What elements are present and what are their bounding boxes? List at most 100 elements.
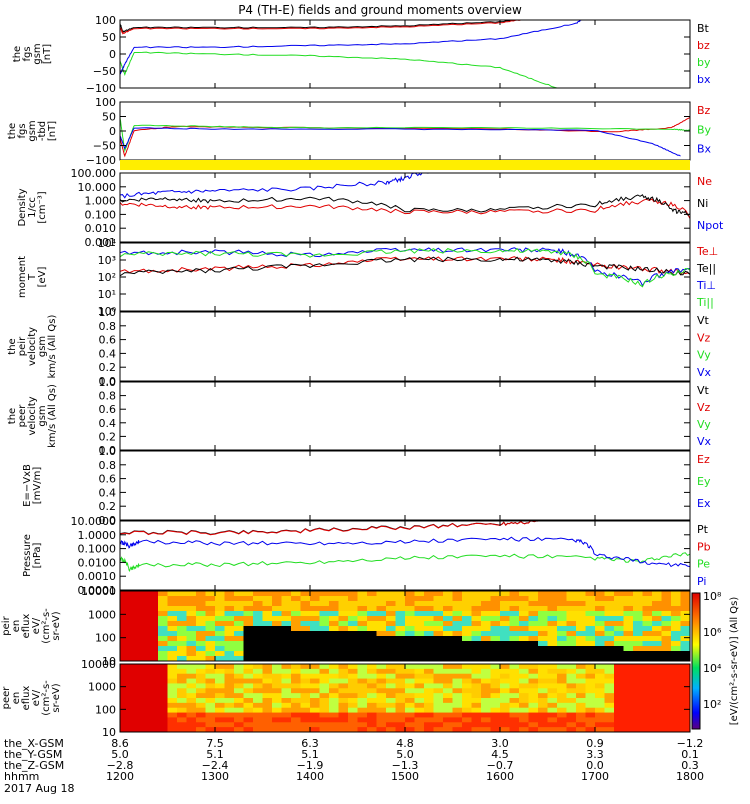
spectrogram-cell bbox=[604, 678, 615, 684]
spectrogram-cell bbox=[291, 707, 301, 714]
spectrogram-cell bbox=[614, 616, 624, 622]
spectrogram-cell bbox=[405, 668, 415, 675]
spectrogram-cell bbox=[310, 664, 320, 670]
spectrogram-cell bbox=[386, 722, 396, 728]
spectrogram-cell bbox=[215, 668, 225, 675]
y-axis-label-line: eflux bbox=[21, 614, 32, 639]
spectrogram-cell bbox=[281, 673, 292, 680]
y-axis-label-line: [eV] bbox=[37, 267, 48, 288]
ephemeris-value: 1400 bbox=[296, 770, 324, 783]
spectrogram-cell bbox=[272, 693, 282, 699]
spectrogram-cell bbox=[509, 646, 520, 652]
spectrogram-cell bbox=[414, 626, 425, 632]
legend-entry-Te||: Te|| bbox=[696, 262, 716, 275]
series-line-Ni bbox=[119, 194, 691, 217]
spectrogram-cell bbox=[139, 656, 149, 662]
spectrogram-cell bbox=[243, 678, 254, 684]
spectrogram-cell bbox=[262, 611, 273, 617]
spectrogram-cell bbox=[642, 651, 653, 657]
spectrogram-cell bbox=[509, 698, 520, 704]
ephemeris-value: 0.9 bbox=[586, 737, 604, 750]
spectrogram-cell bbox=[300, 727, 311, 733]
spectrogram-cell bbox=[452, 688, 463, 694]
spectrogram-cell bbox=[148, 698, 159, 704]
y-tick-label: 1000 bbox=[88, 681, 116, 694]
spectrogram-cell bbox=[424, 611, 434, 617]
spectrogram-cell bbox=[291, 693, 301, 699]
spectrogram-cell bbox=[661, 646, 672, 652]
spectrogram-cell bbox=[129, 656, 140, 662]
spectrogram-cell bbox=[481, 591, 491, 597]
spectrogram-cell bbox=[310, 717, 320, 723]
colorbar-tick-label: 10⁴ bbox=[703, 662, 722, 675]
spectrogram-cell bbox=[338, 673, 349, 680]
spectrogram-cell bbox=[433, 664, 444, 670]
spectrogram-cell bbox=[642, 596, 653, 602]
spectrogram-cell bbox=[205, 611, 216, 617]
spectrogram-cell bbox=[186, 601, 197, 607]
spectrogram-cell bbox=[129, 717, 140, 723]
spectrogram-cell bbox=[557, 664, 567, 670]
spectrogram-cell bbox=[405, 656, 415, 662]
spectrogram-cell bbox=[528, 591, 539, 597]
spectrogram-cell bbox=[262, 712, 273, 718]
spectrogram-cell bbox=[376, 707, 387, 714]
spectrogram-cell bbox=[300, 651, 311, 657]
spectrogram-cell bbox=[680, 678, 691, 684]
spectrogram-cell bbox=[547, 616, 558, 622]
spectrogram-cell bbox=[139, 596, 149, 602]
spectrogram-cell bbox=[576, 693, 586, 699]
spectrogram-cell bbox=[234, 678, 244, 684]
y-axis-label-line: the bbox=[7, 338, 18, 354]
spectrogram-cell bbox=[205, 591, 216, 597]
spectrogram-cell bbox=[481, 678, 491, 684]
spectrogram-cell bbox=[367, 678, 377, 684]
spectrogram-cell bbox=[348, 596, 358, 602]
spectrogram-cell bbox=[500, 698, 510, 704]
spectrogram-cell bbox=[642, 641, 653, 647]
spectrogram-cell bbox=[253, 611, 263, 617]
spectrogram-cell bbox=[234, 596, 244, 602]
spectrogram-cell bbox=[386, 656, 396, 662]
y-axis-label: moment T [eV] bbox=[17, 256, 48, 298]
spectrogram-cell bbox=[500, 712, 510, 718]
spectrogram-cell bbox=[167, 601, 178, 607]
spectrogram-cell bbox=[652, 673, 662, 680]
spectrogram-cell bbox=[405, 722, 415, 728]
spectrogram-cell bbox=[338, 712, 349, 718]
spectrogram-cell bbox=[576, 664, 586, 670]
spectrogram-cell bbox=[167, 668, 178, 675]
y-tick-label: 100 bbox=[95, 14, 116, 27]
ephemeris-value: −2.8 bbox=[107, 759, 134, 772]
spectrogram-cell bbox=[395, 611, 406, 617]
spectrogram-cell bbox=[319, 702, 330, 709]
spectrogram-cell bbox=[186, 656, 197, 662]
spectrogram-cell bbox=[405, 626, 415, 632]
spectrogram-cell bbox=[329, 626, 339, 632]
spectrogram-cell bbox=[243, 631, 254, 637]
spectrogram-cell bbox=[395, 707, 406, 714]
spectrogram-cell bbox=[642, 702, 653, 709]
spectrogram-cell bbox=[262, 707, 273, 714]
spectrogram-cell bbox=[623, 611, 634, 617]
spectrogram-cell bbox=[262, 722, 273, 728]
ephemeris-value: 3.0 bbox=[491, 737, 509, 750]
spectrogram-cell bbox=[443, 707, 453, 714]
spectrogram-cell bbox=[595, 621, 605, 627]
spectrogram-cell bbox=[281, 621, 292, 627]
spectrogram-cell bbox=[386, 712, 396, 718]
spectrogram-cell bbox=[272, 668, 282, 675]
spectrogram-cell bbox=[357, 626, 368, 632]
spectrogram-cell bbox=[234, 722, 244, 728]
spectrogram-cell bbox=[490, 683, 501, 689]
spectrogram-cell bbox=[633, 601, 643, 607]
spectrogram-cell bbox=[471, 717, 482, 723]
spectrogram-cell bbox=[490, 693, 501, 699]
spectrogram-cell bbox=[196, 601, 206, 607]
spectrogram-cell bbox=[120, 664, 130, 670]
spectrogram-cell bbox=[471, 646, 482, 652]
spectrogram-cell bbox=[177, 611, 187, 617]
spectrogram-cell bbox=[471, 678, 482, 684]
spectrogram-cell bbox=[291, 646, 301, 652]
spectrogram-cell bbox=[215, 722, 225, 728]
